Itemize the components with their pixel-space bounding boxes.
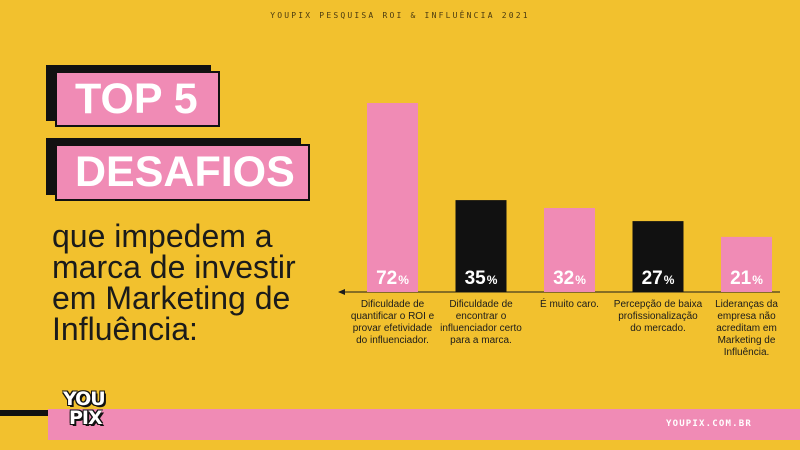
bar-value-label-3: 32% xyxy=(553,268,586,289)
category-label-2: Dificuldade de encontrar o influenciador… xyxy=(440,299,522,346)
bar-3 xyxy=(544,208,595,292)
bar-value-label-4: 27% xyxy=(642,268,675,289)
category-label-4: Percepção de baixa profissionalização do… xyxy=(613,299,703,334)
header-text: YOUPIX PESQUISA ROI & INFLUÊNCIA 2021 xyxy=(270,11,530,20)
bar-value-label-1: 72% xyxy=(376,268,409,289)
title-line2: DESAFIOS xyxy=(75,148,295,196)
footer-bar xyxy=(48,409,800,440)
bar-1 xyxy=(367,103,418,292)
bar-5 xyxy=(721,236,772,292)
title-line1: TOP 5 xyxy=(75,74,198,123)
category-label-5: Lideranças da empresa não acreditam em M… xyxy=(715,299,778,358)
axis-arrow-icon xyxy=(338,289,345,295)
title-top5-box: TOP 5 xyxy=(55,71,220,127)
logo-line1: YOU xyxy=(63,388,106,410)
youpix-logo: YOU PIX xyxy=(63,390,123,434)
logo-line2: PIX xyxy=(69,407,103,429)
bar-value-label-5: 21% xyxy=(730,268,763,289)
bar-4 xyxy=(632,221,684,292)
subtitle: que impedem a marca de investir em Marke… xyxy=(52,218,296,347)
category-label-3: É muito caro. xyxy=(540,299,599,310)
title-desafios-box: DESAFIOS xyxy=(55,144,310,201)
category-label-1: Dificuldade de quantificar o ROI e prova… xyxy=(350,299,435,346)
footer-url[interactable]: YOUPIX.COM.BR xyxy=(665,419,752,429)
bar-value-label-2: 35% xyxy=(465,268,498,289)
bar-2 xyxy=(455,200,507,292)
